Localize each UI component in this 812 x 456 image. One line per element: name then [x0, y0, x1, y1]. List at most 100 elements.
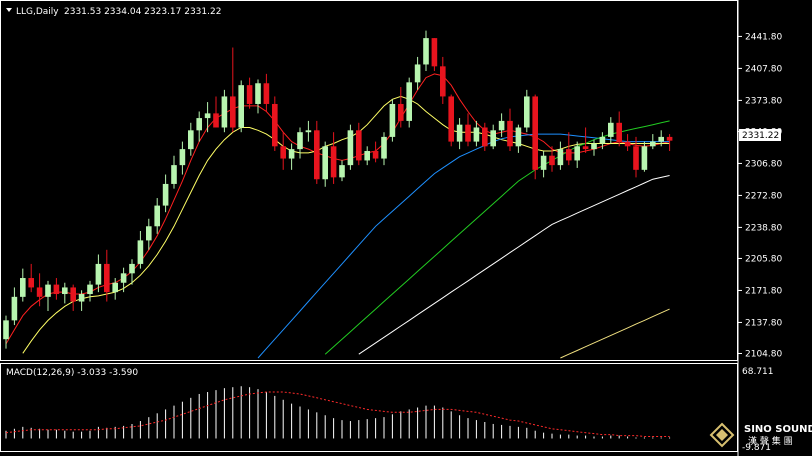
- candle-bear: [53, 284, 60, 295]
- candle-bear: [507, 120, 513, 147]
- candle-bull: [364, 151, 370, 161]
- candle-bull: [196, 118, 202, 131]
- symbol-label: LLG,Daily: [16, 7, 59, 17]
- candle-bull: [406, 82, 412, 121]
- candle-bear: [549, 155, 555, 166]
- candle-bear: [624, 141, 631, 147]
- watermark-sub: 漢 聲 集 團: [748, 435, 793, 447]
- candle-bear: [230, 96, 236, 128]
- candle-bull: [414, 64, 421, 83]
- candle-bull: [171, 165, 177, 184]
- candle-bull: [78, 294, 85, 302]
- candle-bull: [658, 136, 664, 142]
- y-tick-label: 2441.80: [745, 32, 782, 42]
- candle-bear: [666, 136, 673, 141]
- ma-line-ma-yellow2: [560, 308, 670, 359]
- candle-bull: [557, 149, 564, 166]
- ma-line-ma-blue: [257, 133, 670, 359]
- candle-bull: [62, 287, 68, 295]
- candle-bear: [372, 151, 379, 159]
- ma-line-ma-yellow: [22, 95, 670, 354]
- macd-axis-max: 68.711: [742, 367, 774, 377]
- candle-bull: [120, 273, 127, 283]
- candle-bull: [608, 122, 614, 137]
- candle-bull: [204, 113, 211, 119]
- y-tick-label: 2306.80: [745, 159, 782, 169]
- candle-bull: [473, 127, 480, 142]
- y-tick-label: 2407.80: [745, 64, 782, 74]
- candle-bull: [11, 296, 18, 321]
- candle-bull: [87, 284, 93, 295]
- candle-bear: [356, 130, 362, 161]
- candle-bull: [599, 136, 606, 144]
- candle-bull: [137, 240, 144, 264]
- watermark-brand: SINO SOUND: [744, 424, 812, 435]
- candle-bull: [305, 130, 312, 133]
- sino-sound-watermark: SINO SOUND 漢 聲 集 團: [709, 422, 812, 448]
- candle-bear: [263, 83, 270, 104]
- candle-bear: [104, 263, 110, 293]
- candle-bear: [566, 149, 572, 161]
- price-panel-frame: [0, 0, 738, 361]
- candles: [3, 30, 673, 349]
- candle-bear: [314, 130, 320, 180]
- candle-bear: [246, 85, 253, 104]
- price-axis: 2441.802407.802373.802340.802306.802272.…: [738, 32, 782, 359]
- sino-sound-logo-icon: [709, 422, 735, 448]
- macd-axis-min: -9.871: [742, 443, 771, 453]
- candle-bull: [3, 320, 9, 340]
- ohlc-values: 2331.53 2334.04 2323.17 2331.22: [64, 7, 221, 17]
- candle-bear: [482, 127, 488, 147]
- y-tick-label: 2272.80: [745, 191, 782, 201]
- ma-line-ma-white: [358, 175, 670, 355]
- y-tick-label: 2137.80: [745, 318, 782, 328]
- y-tick-label: 2373.80: [745, 96, 782, 106]
- candle-bull: [146, 226, 152, 241]
- candle-bull: [524, 96, 530, 128]
- candle-bear: [70, 287, 76, 302]
- candle-bear: [633, 146, 639, 170]
- candle-bear: [616, 122, 622, 142]
- candle-bull: [574, 146, 580, 161]
- candle-bull: [297, 132, 303, 150]
- y-tick-label: 2238.80: [745, 223, 782, 233]
- candle-bear: [28, 278, 34, 288]
- macd-label: MACD(12,26,9) -3.033 -3.590: [6, 368, 138, 378]
- candle-bear: [280, 146, 286, 159]
- candle-bull: [238, 85, 244, 128]
- candle-bull: [154, 205, 160, 227]
- dropdown-triangle-icon[interactable]: [6, 8, 12, 12]
- y-tick-label: 2171.80: [745, 286, 782, 296]
- candle-bull: [129, 263, 135, 274]
- candle-bear: [448, 96, 454, 142]
- candle-bull: [288, 149, 295, 159]
- candle-bull: [221, 96, 228, 128]
- candle-bull: [255, 83, 261, 104]
- candle-bear: [36, 287, 43, 297]
- candle-bear: [398, 103, 404, 121]
- candle-bear: [440, 66, 446, 97]
- candle-bear: [431, 38, 438, 67]
- candle-bear: [272, 103, 278, 147]
- candle-bear: [213, 113, 219, 128]
- candle-bull: [498, 120, 505, 131]
- moving-averages: [5, 73, 670, 359]
- y-tick-label: 2104.80: [745, 349, 782, 359]
- candle-bear: [465, 124, 471, 142]
- candle-bull: [456, 124, 463, 142]
- candle-bear: [330, 146, 337, 178]
- candle-bull: [650, 141, 656, 147]
- candle-bull: [641, 146, 648, 170]
- candle-bull: [490, 130, 496, 147]
- candle-bull: [20, 278, 26, 297]
- macd-indicator: [5, 386, 671, 439]
- candle-bull: [179, 149, 186, 166]
- candle-bull: [591, 143, 597, 150]
- candle-bull: [112, 282, 118, 293]
- macd-signal-line: [5, 391, 670, 437]
- candle-bull: [162, 183, 169, 206]
- candle-bull: [188, 130, 194, 150]
- candle-bull: [515, 127, 522, 147]
- ma-line-ma-red: [5, 73, 670, 345]
